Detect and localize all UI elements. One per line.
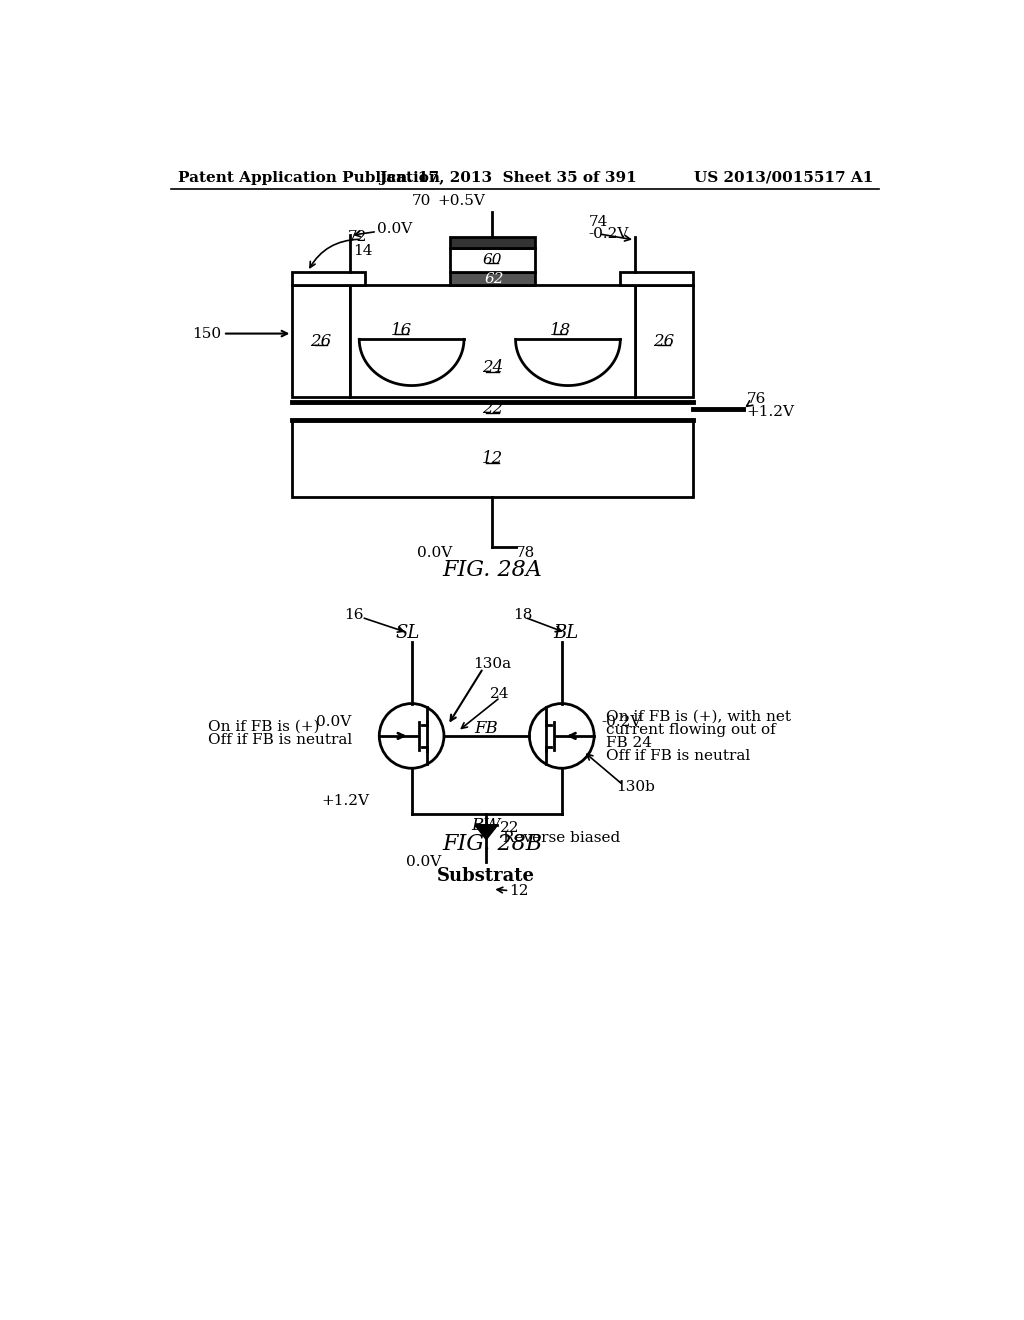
Text: +0.5V: +0.5V: [437, 194, 485, 207]
Text: 12: 12: [509, 884, 529, 899]
Text: Jan. 17, 2013  Sheet 35 of 391: Jan. 17, 2013 Sheet 35 of 391: [379, 170, 637, 185]
Text: FB: FB: [474, 719, 498, 737]
Text: 70: 70: [412, 194, 431, 207]
Text: 0.0V: 0.0V: [407, 855, 441, 869]
Text: BW: BW: [472, 817, 501, 834]
Text: 62: 62: [484, 272, 504, 285]
Text: 78: 78: [515, 545, 535, 560]
Text: Substrate: Substrate: [437, 867, 536, 884]
Text: 74: 74: [589, 215, 608, 228]
Text: Off if FB is neutral: Off if FB is neutral: [208, 733, 352, 747]
Text: 0.0V: 0.0V: [316, 715, 351, 729]
Text: 0.0V: 0.0V: [377, 222, 413, 236]
Bar: [451, 238, 535, 248]
Text: 60: 60: [482, 253, 502, 267]
Bar: [292, 285, 350, 397]
Text: US 2013/0015517 A1: US 2013/0015517 A1: [694, 170, 873, 185]
Text: FIG. 28B: FIG. 28B: [442, 833, 543, 855]
Polygon shape: [475, 825, 497, 840]
Text: 72: 72: [348, 230, 368, 244]
Bar: [292, 420, 692, 498]
Text: SL: SL: [395, 624, 420, 642]
Text: 16: 16: [344, 609, 364, 622]
Text: BL: BL: [553, 624, 579, 642]
Text: 16: 16: [391, 322, 413, 339]
Bar: [292, 272, 366, 285]
Text: 22: 22: [482, 400, 503, 417]
Text: 18: 18: [514, 609, 532, 622]
Text: FB 24: FB 24: [606, 735, 652, 750]
Text: 22: 22: [500, 821, 519, 836]
Text: 12: 12: [482, 450, 503, 467]
Text: Patent Application Publication: Patent Application Publication: [178, 170, 440, 185]
Text: +1.2V: +1.2V: [746, 405, 795, 418]
Text: Reverse biased: Reverse biased: [503, 832, 621, 845]
Text: 26: 26: [653, 333, 675, 350]
Text: 24: 24: [490, 686, 510, 701]
Bar: [620, 272, 692, 285]
Text: 0.0V: 0.0V: [417, 545, 453, 560]
Text: 26: 26: [310, 333, 332, 350]
Text: -0.2V: -0.2V: [602, 715, 642, 729]
Text: Off if FB is neutral: Off if FB is neutral: [606, 748, 751, 763]
Text: 18: 18: [550, 322, 570, 339]
Text: FIG. 28A: FIG. 28A: [442, 560, 543, 581]
Text: 14: 14: [353, 244, 373, 257]
Bar: [451, 272, 535, 285]
Bar: [635, 285, 692, 397]
Text: 76: 76: [746, 392, 766, 407]
Text: +1.2V: +1.2V: [322, 793, 370, 808]
Text: -0.2V: -0.2V: [589, 227, 629, 240]
Text: On if FB is (+), with net: On if FB is (+), with net: [606, 710, 792, 723]
Text: 130a: 130a: [473, 656, 511, 671]
Text: 24: 24: [482, 359, 503, 376]
Text: 130b: 130b: [615, 780, 654, 795]
Bar: [350, 285, 635, 397]
Text: On if FB is (+): On if FB is (+): [208, 719, 319, 734]
Text: current flowing out of: current flowing out of: [606, 723, 776, 737]
Bar: [451, 248, 535, 272]
Text: 150: 150: [193, 326, 221, 341]
